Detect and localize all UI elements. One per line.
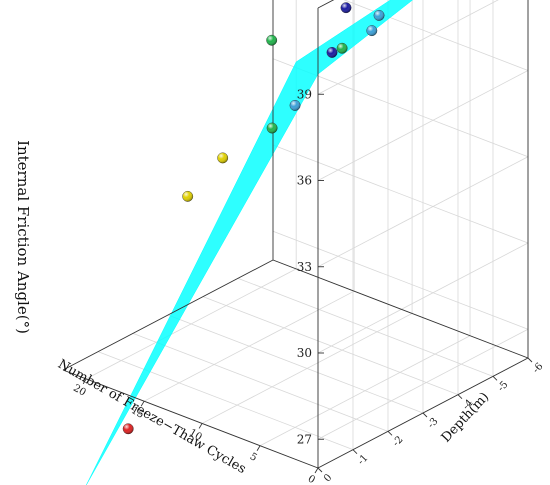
z-tick-label: 39: [297, 87, 312, 101]
grid-line: [237, 277, 494, 377]
x-tick-label: 10: [187, 427, 204, 443]
data-point-highlight: [289, 100, 301, 111]
data-point-highlight: [340, 2, 352, 13]
x-tick-label: 0: [306, 473, 317, 485]
grid-line: [317, 156, 529, 268]
data-point-highlight: [266, 35, 277, 46]
y-tick-label: 0: [322, 472, 334, 484]
y-tick-label: -5: [496, 379, 511, 394]
grid-line: [272, 144, 529, 244]
axis-frame-edge: [62, 259, 274, 371]
data-point-highlight: [266, 122, 278, 134]
x-tick-label: 5: [248, 451, 259, 464]
grid-line: [317, 70, 529, 181]
x-tick-mark: [140, 400, 145, 407]
data-point-highlight: [366, 25, 378, 36]
y-tick-label: -2: [391, 434, 406, 449]
point-layer: [122, 2, 385, 435]
y-tick-mark: [492, 376, 498, 381]
y-tick-mark: [422, 412, 428, 418]
z-tick-label: 30: [297, 346, 312, 360]
z-axis-title: Internal Friction Angle(°): [14, 140, 32, 334]
x-tick-mark: [256, 445, 261, 451]
grid-line: [272, 230, 529, 330]
grid-line: [317, 242, 529, 354]
x-tick-label: 20: [71, 383, 88, 399]
grid-line: [343, 0, 529, 71]
x-axis-title: Number of Freeze−Thaw Cycles: [55, 357, 248, 477]
x-tick-mark: [198, 423, 203, 429]
y-tick-mark: [527, 357, 533, 363]
data-point-highlight: [122, 423, 134, 434]
grid-line: [167, 314, 424, 414]
x-tick-mark: [82, 378, 87, 385]
grid-line: [97, 351, 354, 451]
grid-line: [317, 328, 529, 440]
z-tick-label: 27: [297, 432, 312, 446]
x-tick-mark: [314, 467, 319, 474]
grid-line: [202, 296, 459, 396]
axis-frame-edge: [62, 369, 319, 469]
data-point-highlight: [326, 47, 338, 58]
surface-layer: [86, 0, 413, 485]
z-tick-label: 36: [297, 174, 312, 188]
data-point-highlight: [217, 152, 228, 164]
y-tick-label: -1: [356, 453, 371, 468]
y-tick-label: -3: [426, 416, 441, 431]
grid-line: [317, 0, 499, 95]
y-tick-mark: [457, 394, 463, 399]
data-point-highlight: [336, 43, 348, 54]
y-tick-mark: [317, 467, 323, 473]
y-tick-mark: [352, 449, 358, 454]
axis-frame-edge: [272, 259, 529, 359]
z-tick-label: 33: [297, 260, 312, 274]
grid-line: [132, 332, 389, 432]
fitted-surface: [86, 0, 413, 485]
data-point-highlight: [373, 10, 385, 21]
y-axis-title: Depth(m): [439, 390, 493, 446]
y-tick-label: -6: [531, 361, 546, 376]
data-point-highlight: [182, 191, 193, 202]
y-tick-mark: [387, 431, 393, 436]
